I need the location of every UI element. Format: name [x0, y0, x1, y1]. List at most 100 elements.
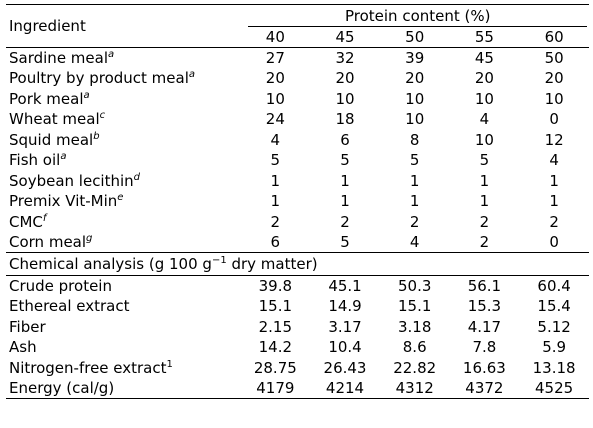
value-cell: 14.2	[258, 338, 293, 357]
footnote-marker: d	[133, 171, 141, 183]
value-cell: 26.43	[323, 358, 367, 377]
table-row: CMCf 2 2 2 2 2	[6, 212, 589, 233]
value-cell: 3.18	[398, 317, 432, 336]
row-label: Energy (cal/g)	[6, 378, 240, 399]
value-cell: 1	[549, 171, 559, 190]
table-row: Wheat mealc 24 18 10 4 0	[6, 109, 589, 130]
value-cell: 8.6	[402, 338, 427, 357]
value-cell: 15.1	[258, 297, 293, 316]
value-cell: 15.1	[398, 297, 432, 316]
level-header: 40	[265, 28, 285, 46]
value-cell: 2	[479, 233, 490, 251]
value-cell: 18	[335, 110, 355, 129]
value-cell: 20	[265, 69, 285, 88]
value-cell: 1	[549, 192, 559, 211]
value-cell: 1	[340, 192, 350, 211]
row-name: Poultry by product meal	[9, 69, 189, 88]
value-cell: 4525	[535, 379, 574, 397]
value-cell: 20	[405, 69, 425, 88]
table-row: Pork meala 10 10 10 10 10	[6, 89, 589, 110]
row-name: Ethereal extract	[9, 297, 130, 316]
value-cell: 20	[474, 69, 494, 88]
value-cell: 20	[335, 69, 355, 88]
table-row: Nitrogen-free extract1 28.75 26.43 22.82 16.…	[6, 358, 589, 379]
value-cell: 4214	[325, 379, 365, 397]
value-cell: 1	[270, 171, 281, 190]
value-cell: 50.3	[398, 277, 432, 295]
value-cell: 20	[544, 69, 564, 88]
value-cell: 24	[265, 110, 285, 129]
value-cell: 5	[340, 233, 350, 251]
row-name: Ash	[9, 338, 37, 357]
value-cell: 4372	[465, 379, 504, 397]
value-cell: 3.17	[328, 317, 362, 336]
diet-composition-table: Ingredient Protein content (%) 40 45 50 …	[6, 4, 589, 399]
footnote-marker: a	[60, 151, 67, 163]
value-cell: 14.9	[328, 297, 362, 316]
value-cell: 10.4	[328, 338, 362, 357]
level-header: 50	[405, 28, 425, 46]
value-cell: 0	[549, 233, 559, 251]
row-name: Nitrogen-free extract	[9, 358, 167, 377]
table-row: Soybean lecithind 1 1 1 1 1	[6, 171, 589, 192]
analysis-title-text: Chemical analysis (g 100 g	[9, 255, 212, 273]
row-name: Squid meal	[9, 130, 94, 149]
value-cell: 2	[340, 212, 350, 231]
value-cell: 2	[409, 212, 420, 231]
value-cell: 4312	[395, 379, 434, 397]
row-label: Fish oila	[6, 150, 240, 171]
row-label: Pork meala	[6, 89, 240, 110]
row-name: Fiber	[9, 317, 46, 336]
value-cell: 28.75	[253, 358, 297, 377]
row-name: Soybean lecithin	[9, 171, 134, 190]
value-cell: 5.9	[542, 338, 567, 357]
table-row: Energy (cal/g) 4179 4214 4312 4372 4525	[6, 378, 589, 399]
value-cell: 1	[270, 192, 281, 211]
value-cell: 10	[474, 130, 494, 149]
level-header: 60	[544, 28, 564, 46]
table-row: Crude protein 39.8 45.1 50.3 56.1 60.4	[6, 276, 589, 297]
analysis-section-title: Chemical analysis (g 100 g−1 dry matter)	[6, 253, 589, 276]
level-header: 45	[335, 28, 355, 46]
value-cell: 15.4	[537, 297, 571, 316]
table-row: Ash 14.2 10.4 8.6 7.8 5.9	[6, 337, 589, 358]
row-label: Premix Vit-Mine	[6, 191, 240, 212]
value-cell: 10	[474, 89, 494, 108]
footnote-marker: a	[108, 49, 115, 60]
value-cell: 1	[409, 192, 420, 211]
protein-content-label: Protein content (%)	[248, 6, 587, 27]
table-row: Squid mealb 4 6 8 10 12	[6, 130, 589, 151]
value-cell: 50	[544, 49, 564, 67]
value-cell: 4.17	[467, 317, 502, 336]
row-label: Nitrogen-free extract1	[6, 358, 240, 379]
value-cell: 16.63	[462, 358, 506, 377]
row-label: Sardine meala	[6, 48, 240, 69]
analysis-section-row: Chemical analysis (g 100 g−1 dry matter)	[6, 253, 589, 276]
value-cell: 2.15	[258, 317, 293, 336]
row-name: CMC	[9, 212, 43, 231]
header-row-2: 40 45 50 55 60	[6, 27, 589, 48]
row-name: Sardine meal	[9, 49, 109, 67]
value-cell: 4	[479, 110, 490, 129]
row-name: Pork meal	[9, 89, 84, 108]
value-cell: 15.3	[467, 297, 502, 316]
value-cell: 8	[409, 130, 420, 149]
row-name: Fish oil	[9, 151, 61, 170]
row-name: Corn meal	[9, 233, 87, 251]
footnote-marker: a	[188, 69, 196, 81]
value-cell: 32	[335, 49, 355, 67]
value-cell: 39	[405, 49, 425, 67]
footnote-marker: b	[93, 130, 100, 142]
table-row: Corn mealg 6 5 4 2 0	[6, 232, 589, 253]
value-cell: 27	[265, 49, 285, 67]
table-row: Fish oila 5 5 5 5 4	[6, 150, 589, 171]
value-cell: 4	[270, 130, 281, 149]
value-cell: 10	[544, 89, 564, 108]
row-label: Poultry by product meala	[6, 68, 240, 89]
row-name: Premix Vit-Min	[9, 192, 118, 211]
footnote-marker: f	[42, 212, 47, 224]
value-cell: 4	[409, 233, 420, 251]
level-header: 55	[474, 28, 494, 46]
table-row: Sardine meala 27 32 39 45 50	[6, 48, 589, 69]
table-row: Ethereal extract 15.1 14.9 15.1 15.3 15.4	[6, 296, 589, 317]
